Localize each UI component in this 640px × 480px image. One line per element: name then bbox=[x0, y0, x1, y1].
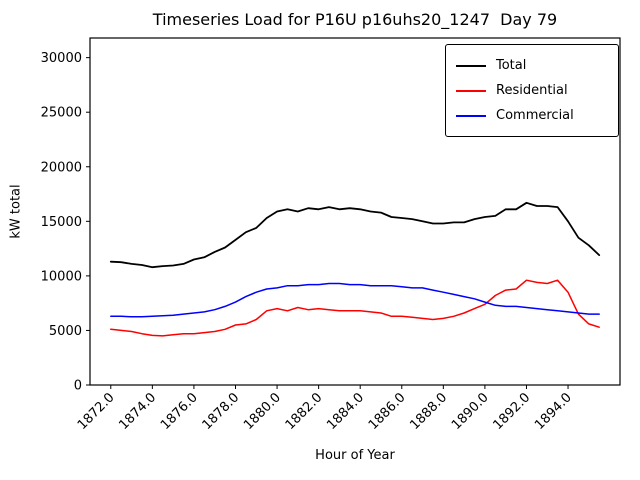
svg-text:1872.0: 1872.0 bbox=[75, 390, 118, 433]
legend-line-commercial bbox=[456, 114, 486, 117]
legend-item-residential: Residential bbox=[456, 78, 606, 103]
svg-text:1876.0: 1876.0 bbox=[158, 390, 201, 433]
legend: Total Residential Commercial bbox=[445, 44, 619, 137]
svg-text:30000: 30000 bbox=[41, 51, 82, 66]
legend-line-residential bbox=[456, 89, 486, 92]
svg-text:10000: 10000 bbox=[41, 269, 82, 284]
y-axis-label: kW total bbox=[8, 184, 24, 239]
svg-text:1882.0: 1882.0 bbox=[283, 390, 326, 433]
svg-text:1890.0: 1890.0 bbox=[449, 390, 492, 433]
svg-text:1880.0: 1880.0 bbox=[241, 390, 284, 433]
svg-text:1874.0: 1874.0 bbox=[116, 390, 159, 433]
legend-label-commercial: Commercial bbox=[496, 108, 574, 123]
legend-label-residential: Residential bbox=[496, 83, 568, 98]
svg-text:1888.0: 1888.0 bbox=[407, 390, 450, 433]
legend-item-commercial: Commercial bbox=[456, 103, 606, 128]
legend-item-total: Total bbox=[456, 53, 606, 78]
svg-text:1884.0: 1884.0 bbox=[324, 390, 367, 433]
legend-label-total: Total bbox=[496, 58, 527, 73]
chart-title: Timeseries Load for P16U p16uhs20_1247 D… bbox=[152, 10, 558, 29]
svg-text:1878.0: 1878.0 bbox=[200, 390, 243, 433]
legend-line-total bbox=[456, 64, 486, 67]
svg-text:1892.0: 1892.0 bbox=[491, 390, 534, 433]
svg-text:25000: 25000 bbox=[41, 106, 82, 121]
svg-text:15000: 15000 bbox=[41, 215, 82, 230]
svg-text:5000: 5000 bbox=[49, 324, 82, 339]
x-axis-label: Hour of Year bbox=[315, 448, 395, 463]
svg-text:1894.0: 1894.0 bbox=[532, 390, 575, 433]
svg-text:0: 0 bbox=[74, 379, 82, 394]
svg-text:1886.0: 1886.0 bbox=[366, 390, 409, 433]
svg-text:20000: 20000 bbox=[41, 160, 82, 175]
